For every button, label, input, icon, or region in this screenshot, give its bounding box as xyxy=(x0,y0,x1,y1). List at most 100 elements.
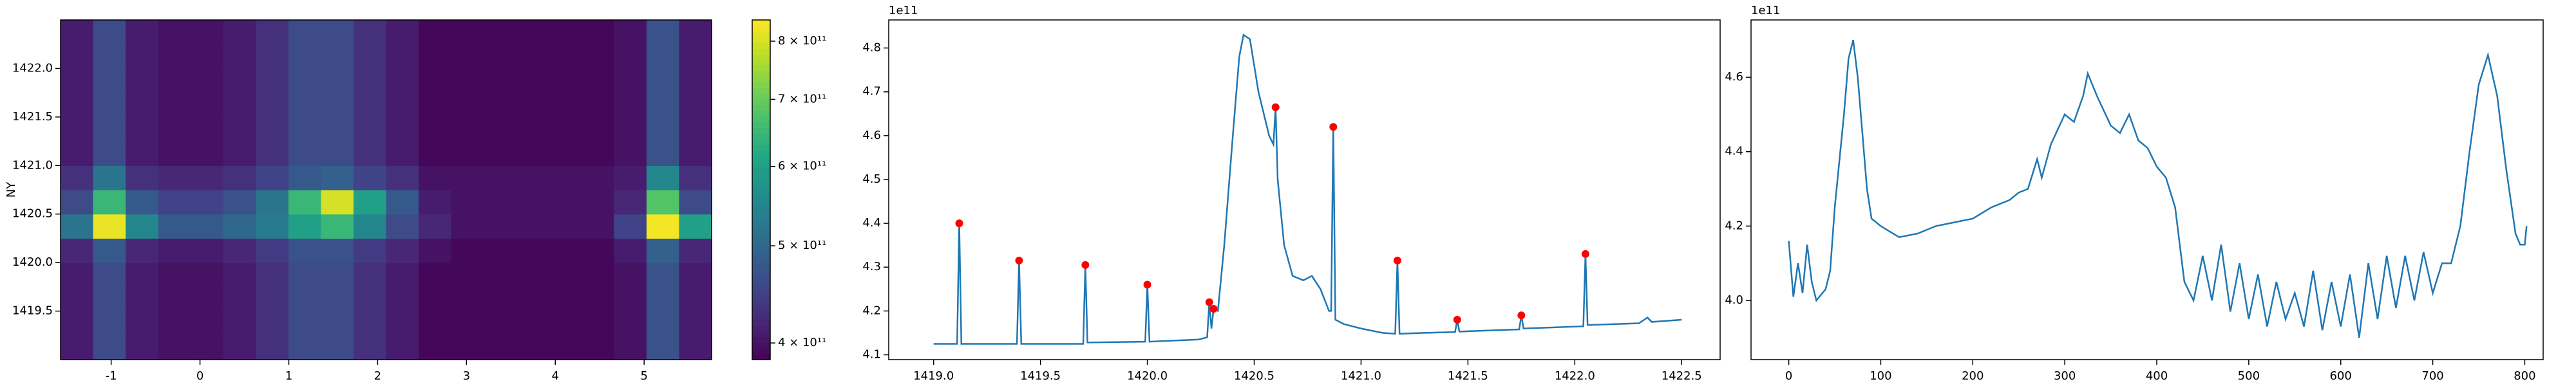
heatmap-cell xyxy=(516,165,549,190)
peak-marker xyxy=(1271,103,1280,111)
colorbar-segment xyxy=(752,37,770,43)
heatmap-cell xyxy=(353,93,387,118)
heatmap-cell xyxy=(419,214,452,239)
heatmap-cell xyxy=(93,238,126,263)
heatmap-cell xyxy=(191,335,224,360)
heatmap-cell xyxy=(614,214,647,239)
heatmap-cell xyxy=(581,335,614,360)
heatmap-cell xyxy=(223,68,256,93)
heatmap-cell xyxy=(451,141,484,166)
heatmap-cell xyxy=(646,262,680,288)
axes-frame xyxy=(60,19,712,360)
x-tick-label: 1422.0 xyxy=(1555,369,1595,383)
colorbar-tick-label: 7 × 10¹¹ xyxy=(778,92,826,106)
heatmap-cell xyxy=(484,238,517,263)
heatmap-cell xyxy=(484,20,517,45)
colorbar-segment xyxy=(752,144,770,151)
colorbar-segment xyxy=(752,31,770,37)
heatmap-cell xyxy=(549,190,582,215)
heatmap-cell xyxy=(158,286,191,312)
colorbar-segment xyxy=(752,291,770,298)
heatmap-cell xyxy=(223,286,256,312)
heatmap-cell xyxy=(646,165,680,190)
colorbar-segment xyxy=(752,42,770,49)
heatmap-cell xyxy=(93,93,126,118)
heatmap-cell xyxy=(419,262,452,288)
heatmap-cell xyxy=(679,238,712,263)
heatmap-cell xyxy=(126,68,159,93)
peak-marker xyxy=(1015,257,1023,265)
heatmap-cell xyxy=(646,335,680,360)
heatmap-cell xyxy=(614,165,647,190)
heatmap-cell xyxy=(126,141,159,166)
heatmap-cell xyxy=(223,311,256,336)
heatmap-cell xyxy=(581,93,614,118)
heatmap-cell xyxy=(256,238,289,263)
heatmap-cell xyxy=(679,190,712,215)
heatmap-cell xyxy=(158,262,191,288)
heatmap-cell xyxy=(191,141,224,166)
x-tick-label: 4 xyxy=(552,369,559,383)
y-tick-label: 4.2 xyxy=(1725,219,1743,232)
colorbar-segment xyxy=(752,82,770,89)
colorbar-segment xyxy=(752,212,770,219)
heatmap-cell xyxy=(419,286,452,312)
heatmap-cell xyxy=(614,93,647,118)
heatmap-cell xyxy=(419,335,452,360)
heatmap-cell xyxy=(256,93,289,118)
heatmap-cell xyxy=(614,116,647,142)
heatmap-cell xyxy=(516,93,549,118)
heatmap-cell xyxy=(646,311,680,336)
heatmap-cell xyxy=(93,165,126,190)
colorbar-segment xyxy=(752,257,770,264)
heatmap-cell xyxy=(61,116,94,142)
offset-text: 1e11 xyxy=(1751,4,1780,17)
heatmap-cell xyxy=(516,116,549,142)
heatmap-cell xyxy=(353,68,387,93)
colorbar-segment xyxy=(752,201,770,207)
heatmap-cell xyxy=(288,311,321,336)
heatmap-cell xyxy=(61,165,94,190)
colorbar-segment xyxy=(752,229,770,235)
colorbar-segment xyxy=(752,223,770,230)
heatmap-cell xyxy=(256,68,289,93)
colorbar-tick-label: 8 × 10¹¹ xyxy=(778,34,826,48)
heatmap-cell xyxy=(386,238,419,263)
heatmap-cell xyxy=(256,141,289,166)
y-tick-label: 4.5 xyxy=(862,172,881,186)
heatmap-cell xyxy=(223,93,256,118)
colorbar-segment xyxy=(752,138,770,145)
y-tick-label: 4.6 xyxy=(1725,70,1743,84)
colorbar-segment xyxy=(752,178,770,185)
colorbar-segment xyxy=(752,275,770,281)
heatmap-cell xyxy=(288,262,321,288)
heatmap-cell xyxy=(484,262,517,288)
heatmap-cell xyxy=(353,165,387,190)
heatmap-cell xyxy=(158,190,191,215)
peak-marker xyxy=(1453,316,1461,324)
heatmap-cell xyxy=(646,116,680,142)
heatmap-cell xyxy=(223,190,256,215)
heatmap-cell xyxy=(126,116,159,142)
heatmap-cell xyxy=(484,165,517,190)
heatmap-cell xyxy=(386,141,419,166)
heatmap-cell xyxy=(61,68,94,93)
heatmap-cell xyxy=(158,93,191,118)
peak-marker xyxy=(1393,257,1401,265)
heatmap-cell xyxy=(516,238,549,263)
heatmap-cell xyxy=(516,335,549,360)
heatmap-cell xyxy=(126,238,159,263)
heatmap-cell xyxy=(549,116,582,142)
heatmap-cell xyxy=(191,165,224,190)
colorbar-tick-label: 6 × 10¹¹ xyxy=(778,160,826,173)
heatmap-cell xyxy=(321,141,354,166)
offset-text: 1e11 xyxy=(889,4,918,17)
y-tick-label: 4.4 xyxy=(1725,145,1743,158)
heatmap-cell xyxy=(288,214,321,239)
x-tick-label: 300 xyxy=(2054,369,2076,383)
heatmap-cell xyxy=(288,93,321,118)
heatmap-cell xyxy=(126,262,159,288)
y-axis-label: NY xyxy=(5,181,18,198)
y-tick-label: 4.0 xyxy=(1725,293,1743,307)
heatmap-cell xyxy=(256,20,289,45)
